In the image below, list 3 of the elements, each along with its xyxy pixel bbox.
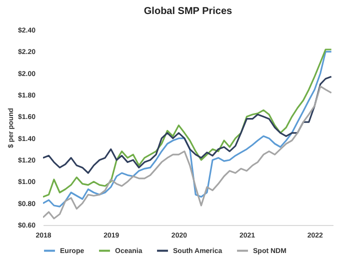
line-series [43,86,332,220]
line-series [43,76,332,174]
chart-title: Global SMP Prices [144,6,233,17]
